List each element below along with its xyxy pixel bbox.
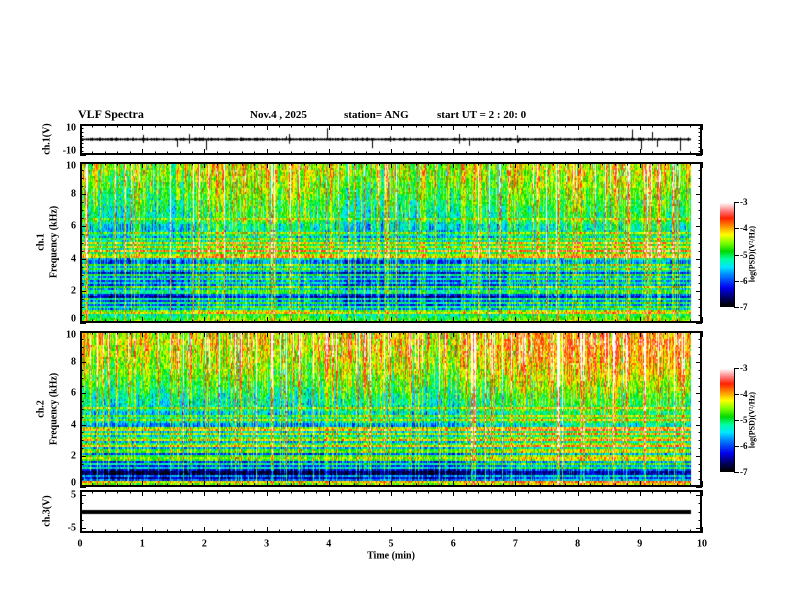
colorbar-1	[720, 202, 734, 307]
start-ut-label: start UT = 2 : 20: 0	[437, 109, 527, 121]
ch1-spectrogram-panel	[80, 162, 702, 323]
y-tick-label: 10	[66, 122, 76, 134]
x-tick-label: 0	[77, 538, 83, 550]
colorbar-tick-label: -7	[740, 302, 748, 312]
x-axis-title: Time (min)	[367, 550, 415, 562]
x-tick-label: 2	[201, 538, 207, 550]
y-tick-label: 5	[71, 489, 76, 501]
x-tick-label: 8	[575, 538, 581, 550]
x-tick-label: 10	[697, 538, 707, 550]
ch1-spectrogram-canvas	[82, 164, 700, 321]
page-title: VLF Spectra	[78, 107, 144, 121]
y-tick-label: 2	[71, 450, 76, 462]
colorbar-tick-label: -6	[740, 441, 748, 451]
colorbar-tick-label: -5	[740, 415, 748, 425]
y-tick-label: 4	[71, 419, 76, 431]
ch3-waveform-panel	[80, 490, 702, 533]
x-tick-label: 9	[637, 538, 643, 550]
ch1-spec-channel-title: ch.1	[35, 233, 47, 251]
ch1-waveform-canvas	[82, 126, 700, 153]
ch2-spectrogram-canvas	[82, 333, 700, 485]
y-tick-label: 0	[71, 313, 76, 325]
colorbar-tick-label: -6	[740, 275, 748, 286]
ch2-spectrogram-panel	[80, 331, 702, 487]
x-tick-label: 1	[139, 538, 145, 550]
x-tick-label: 6	[450, 538, 456, 550]
ch1-waveform-panel	[80, 124, 702, 155]
y-tick-label: 8	[71, 356, 76, 368]
y-tick-label: 6	[71, 387, 76, 399]
x-tick-label: 5	[388, 538, 394, 550]
x-tick-label: 4	[326, 538, 332, 550]
y-tick-label: 10	[66, 160, 76, 172]
colorbar-2-title: log(PSD)(V²/Hz)	[747, 391, 757, 449]
colorbar-tick-label: -7	[740, 467, 748, 477]
colorbar-1-title: log(PSD)(V²/Hz)	[747, 225, 757, 283]
x-tick-label: 3	[264, 538, 270, 550]
x-tick-label: 7	[512, 538, 518, 550]
colorbar-2	[720, 368, 734, 472]
ch1-spec-frequency-title: Frequency (kHz)	[48, 205, 60, 279]
y-tick-label: -10	[62, 145, 76, 157]
colorbar-tick-label: -4	[740, 389, 748, 399]
y-tick-label: 0	[71, 477, 76, 489]
y-tick-label: -5	[67, 522, 76, 534]
y-tick-label: 6	[71, 220, 76, 232]
colorbar-tick-label: -3	[740, 363, 748, 373]
station-label: station= ANG	[344, 109, 409, 121]
y-tick-label: 4	[71, 253, 76, 265]
ch2-spec-channel-title: ch.2	[35, 400, 47, 418]
y-tick-label: 8	[71, 188, 76, 200]
y-tick-label: 2	[71, 285, 76, 297]
colorbar-tick-label: -5	[740, 249, 748, 260]
ch3-waveform-canvas	[82, 492, 700, 531]
colorbar-tick-label: -3	[740, 197, 748, 207]
date-label: Nov.4 , 2025	[250, 109, 307, 121]
ch2-spec-frequency-title: Frequency (kHz)	[48, 372, 60, 446]
ch1-wave-axis-title: ch.1(V)	[41, 123, 53, 155]
colorbar-tick-label: -4	[740, 223, 748, 234]
ch3-wave-axis-title: ch.3(V)	[41, 495, 53, 527]
y-tick-label: 10	[66, 329, 76, 341]
